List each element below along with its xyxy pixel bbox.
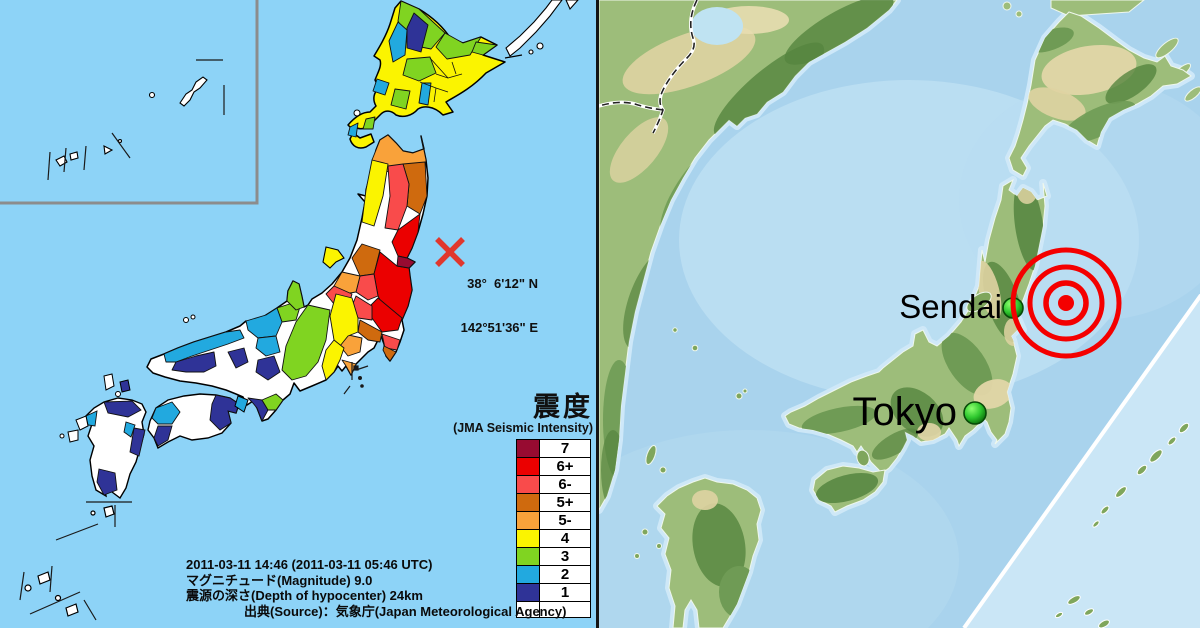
legend-titles: 震度 (JMA Seismic Intensity) [453, 393, 593, 436]
kuril-islands [504, 0, 579, 59]
terrain-map-svg [599, 0, 1200, 628]
hokkaido-terrain [1008, 11, 1192, 177]
event-info-line: 震源の深さ(Depth of hypocenter) 24km [186, 588, 423, 604]
country-border [599, 0, 699, 134]
hokkaido-region [347, 0, 506, 149]
tokyo-label: Tokyo [852, 390, 958, 434]
terrain-map-panel: Sendai Tokyo [599, 0, 1200, 628]
legend-table-body: 7 6+ 6- 5+ 5- 4 3 2 1 [516, 439, 591, 619]
epicenter-lat: 38° 6'12" N [467, 276, 538, 291]
intensity-legend: 7 6+ 6- 5+ 5- 4 3 2 1 [516, 439, 591, 619]
intensity-map-panel: 38° 6'12" N 142°51'36" E 震度 (JMA Seismic… [0, 0, 596, 628]
legend-label: 5- [539, 511, 591, 530]
legend-swatch [516, 475, 540, 494]
legend-swatch [516, 529, 540, 548]
epicenter-lon: 142°51'36" E [460, 319, 538, 335]
event-info-line: 出典(Source)：気象庁(Japan Meteorological Agen… [244, 603, 567, 619]
legend-swatch [516, 457, 540, 476]
legend-row [516, 600, 591, 619]
epicenter-coordinates: 38° 6'12" N 142°51'36" E [396, 248, 538, 364]
tokyo-marker [963, 401, 987, 425]
kyushu-region [59, 397, 147, 500]
epicenter-x-icon [435, 237, 465, 267]
shikoku-terrain [812, 465, 886, 513]
small-islands [103, 246, 345, 413]
legend-row: 5+ [516, 493, 591, 512]
event-info-block: 2011-03-11 14:46 (2011-03-11 05:46 UTC) マ… [186, 557, 566, 619]
legend-row: 6- [516, 475, 591, 494]
legend-swatch [516, 565, 540, 584]
legend-label [539, 600, 591, 619]
southern-island-marks [19, 501, 132, 621]
legend-swatch [516, 493, 540, 512]
legend-title-japanese: 震度 [533, 392, 593, 422]
izu-island-marks [343, 362, 369, 395]
legend-swatch [516, 583, 540, 602]
legend-swatch [516, 600, 540, 619]
event-info-line: マグニチュード(Magnitude) 9.0 [186, 572, 373, 588]
legend-label: 5+ [539, 493, 591, 512]
legend-swatch [516, 439, 540, 458]
legend-row: 5- [516, 511, 591, 530]
inset-boundary-line [962, 293, 1200, 628]
sendai-label: Sendai [899, 288, 1002, 325]
legend-row: 2 [516, 565, 591, 584]
panel-divider [596, 0, 599, 628]
legend-label: 6+ [539, 457, 591, 476]
ryukyu-inset [0, 0, 259, 205]
legend-swatch [516, 511, 540, 530]
small-islands [634, 291, 992, 559]
legend-row: 7 [516, 439, 591, 458]
intensity-map-svg [0, 0, 596, 628]
event-info-line: 2011-03-11 14:46 (2011-03-11 05:46 UTC) [186, 557, 433, 572]
lake-khanka [691, 7, 743, 45]
legend-label: 2 [539, 565, 591, 584]
legend-row: 4 [516, 529, 591, 548]
legend-label: 6- [539, 475, 591, 494]
legend-row: 6+ [516, 457, 591, 476]
legend-title-english: (JMA Seismic Intensity) [453, 421, 593, 435]
epicenter-rings [1010, 247, 1122, 359]
legend-label: 4 [539, 529, 591, 548]
legend-row: 1 [516, 583, 591, 602]
legend-label: 1 [539, 583, 591, 602]
legend-label: 7 [539, 439, 591, 458]
shikoku-region [147, 393, 240, 450]
ryukyu-chain [1054, 422, 1190, 628]
